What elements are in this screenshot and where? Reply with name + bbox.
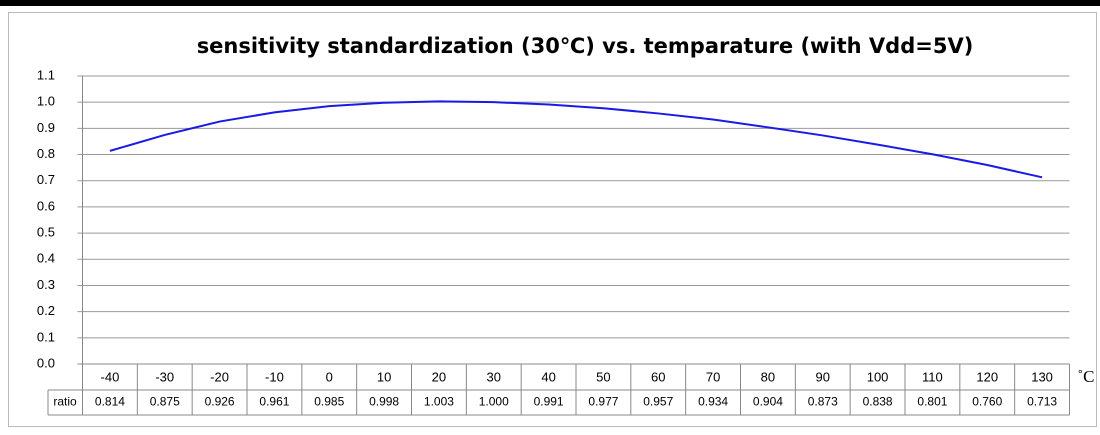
table-value: 0.977 xyxy=(588,395,618,409)
table-row-header: ratio xyxy=(53,395,77,409)
x-tick-label: -20 xyxy=(210,369,229,384)
table-value: 0.814 xyxy=(95,395,125,409)
table-value: 0.873 xyxy=(808,395,838,409)
table-value: 0.904 xyxy=(753,395,783,409)
x-tick-label: 90 xyxy=(816,369,830,384)
table-value: 0.998 xyxy=(369,395,399,409)
table-value: 0.801 xyxy=(917,395,947,409)
y-tick-label: 0.6 xyxy=(37,198,55,213)
table-value: 0.875 xyxy=(150,395,180,409)
table-value: 1.000 xyxy=(479,395,509,409)
table-value: 0.961 xyxy=(259,395,289,409)
x-tick-label: 40 xyxy=(541,369,555,384)
x-tick-label: 0 xyxy=(326,369,333,384)
y-tick-label: 0.4 xyxy=(37,251,55,266)
table-value: 0.838 xyxy=(863,395,893,409)
table-value: 1.003 xyxy=(424,395,454,409)
y-tick-label: 0.8 xyxy=(37,146,55,161)
line xyxy=(109,100,1043,179)
x-tick-label: 100 xyxy=(867,369,889,384)
y-tick-label: 0.1 xyxy=(37,329,55,344)
table-value: 0.926 xyxy=(205,395,235,409)
table-value: 0.985 xyxy=(314,395,344,409)
x-tick-label: 110 xyxy=(922,369,943,384)
y-tick-label: 0.5 xyxy=(37,225,55,240)
x-tick-label: -30 xyxy=(155,369,174,384)
x-tick-label: 80 xyxy=(761,369,775,384)
y-tick-label: 0.0 xyxy=(37,355,55,370)
y-tick-label: 1.1 xyxy=(37,67,55,82)
y-tick-label: 0.2 xyxy=(37,303,55,318)
x-tick-label: -40 xyxy=(101,369,120,384)
x-tick-label: 60 xyxy=(651,369,665,384)
x-tick-label: 70 xyxy=(706,369,720,384)
x-tick-label: 130 xyxy=(1031,369,1053,384)
top-bar xyxy=(0,0,1100,6)
x-tick-label: 120 xyxy=(976,369,998,384)
x-tick-label: 20 xyxy=(432,369,446,384)
table-value: 0.713 xyxy=(1027,395,1057,409)
y-tick-label: 0.7 xyxy=(37,172,55,187)
x-tick-label: 30 xyxy=(487,369,501,384)
x-axis-label: ˚C xyxy=(1078,367,1095,386)
chart-border xyxy=(8,12,1097,427)
y-tick-label: 0.9 xyxy=(37,120,55,135)
x-tick-label: 10 xyxy=(377,369,391,384)
y-tick-label: 1.0 xyxy=(37,94,55,109)
table-value: 0.934 xyxy=(698,395,728,409)
table-value: 0.991 xyxy=(534,395,564,409)
x-tick-label: -10 xyxy=(265,369,284,384)
table-value: 0.957 xyxy=(643,395,673,409)
x-tick-label: 50 xyxy=(596,369,610,384)
table-value: 0.760 xyxy=(972,395,1002,409)
chart-title: sensitivity standardization (30℃) vs. te… xyxy=(197,34,974,58)
y-tick-label: 0.3 xyxy=(37,277,55,292)
